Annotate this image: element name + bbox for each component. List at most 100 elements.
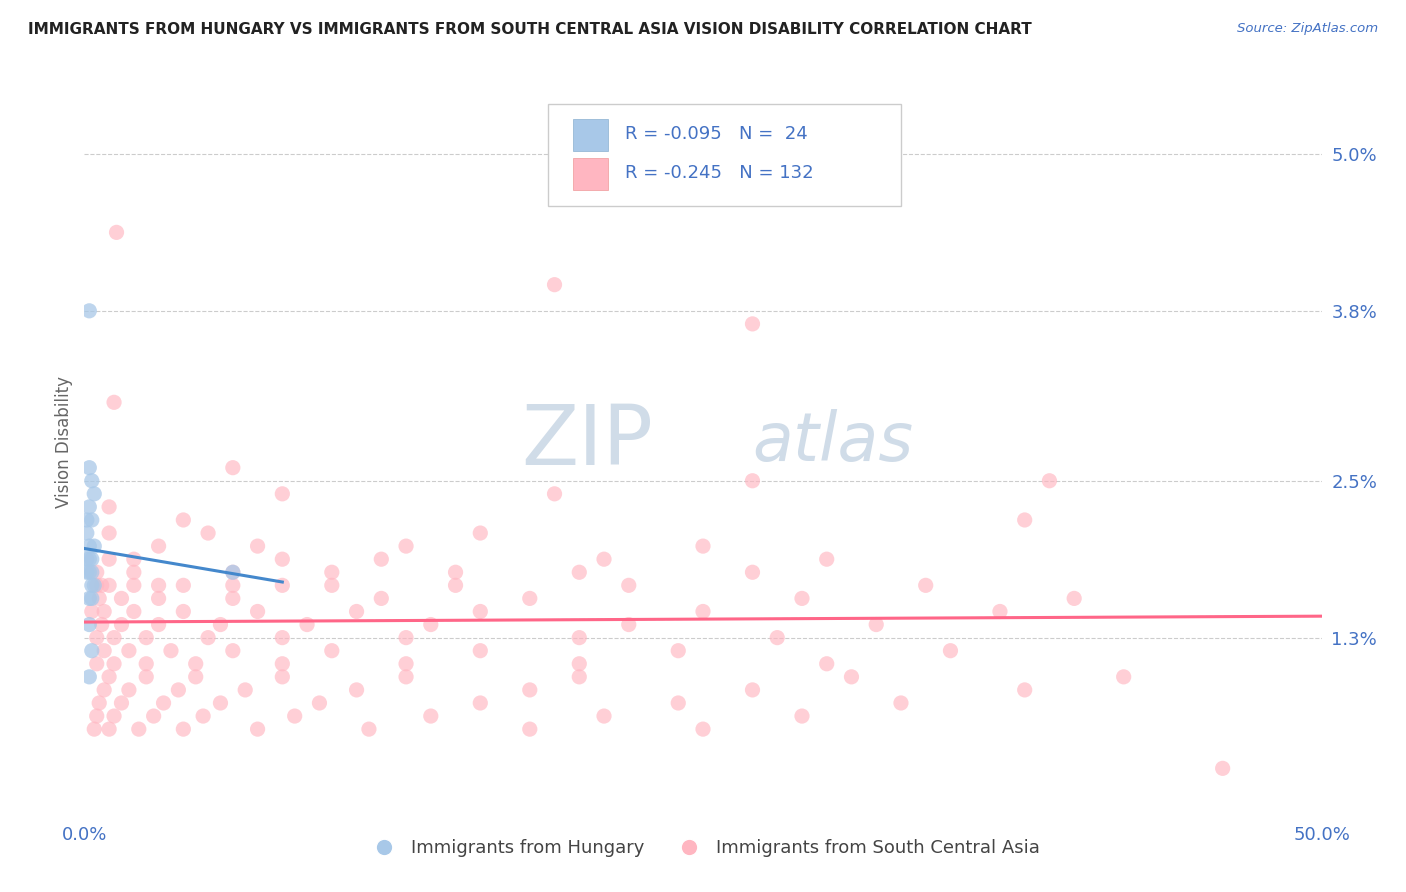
Point	[76, 566, 98, 580]
Point	[222, 566, 245, 580]
Point	[80, 591, 103, 606]
Point	[79, 670, 101, 684]
Point	[89, 696, 111, 710]
Point	[321, 643, 343, 657]
Point	[135, 631, 157, 645]
Point	[395, 539, 418, 553]
Point	[142, 709, 165, 723]
FancyBboxPatch shape	[548, 104, 901, 207]
Point	[79, 566, 101, 580]
Point	[79, 460, 101, 475]
Point	[122, 605, 145, 619]
Point	[395, 670, 418, 684]
Point	[152, 696, 174, 710]
Point	[1212, 761, 1234, 775]
Point	[83, 578, 105, 592]
Point	[80, 643, 103, 657]
Point	[80, 566, 103, 580]
Point	[568, 631, 591, 645]
Point	[103, 631, 125, 645]
Point	[172, 722, 194, 736]
Point	[79, 500, 101, 514]
Point	[222, 566, 245, 580]
Text: R = -0.245   N = 132: R = -0.245 N = 132	[626, 164, 814, 182]
Point	[790, 709, 813, 723]
Point	[222, 591, 245, 606]
Point	[815, 657, 838, 671]
Point	[284, 709, 307, 723]
Point	[419, 617, 441, 632]
Point	[890, 696, 912, 710]
Point	[135, 670, 157, 684]
Text: IMMIGRANTS FROM HUNGARY VS IMMIGRANTS FROM SOUTH CENTRAL ASIA VISION DISABILITY : IMMIGRANTS FROM HUNGARY VS IMMIGRANTS FR…	[28, 22, 1032, 37]
Point	[741, 566, 763, 580]
Point	[79, 303, 101, 318]
Point	[519, 682, 541, 697]
Point	[128, 722, 150, 736]
Point	[148, 617, 170, 632]
Point	[666, 696, 689, 710]
Point	[741, 317, 763, 331]
Point	[692, 539, 714, 553]
Point	[271, 552, 294, 566]
Point	[98, 670, 121, 684]
Point	[167, 682, 190, 697]
Point	[666, 643, 689, 657]
Point	[79, 552, 101, 566]
Point	[246, 605, 269, 619]
Point	[271, 657, 294, 671]
Point	[271, 487, 294, 501]
Point	[110, 617, 132, 632]
Point	[692, 722, 714, 736]
Point	[86, 566, 108, 580]
Point	[209, 617, 232, 632]
Point	[86, 709, 108, 723]
Text: Source: ZipAtlas.com: Source: ZipAtlas.com	[1237, 22, 1378, 36]
Point	[172, 513, 194, 527]
Bar	[574, 158, 607, 190]
Point	[543, 277, 565, 292]
Point	[135, 657, 157, 671]
Point	[98, 552, 121, 566]
Point	[470, 643, 492, 657]
Point	[197, 631, 219, 645]
Point	[110, 696, 132, 710]
Point	[1063, 591, 1085, 606]
Point	[593, 709, 616, 723]
Point	[370, 552, 392, 566]
Point	[79, 591, 101, 606]
Point	[86, 657, 108, 671]
Point	[184, 670, 207, 684]
Point	[90, 617, 112, 632]
Point	[692, 605, 714, 619]
Point	[321, 578, 343, 592]
Point	[617, 617, 640, 632]
Point	[741, 682, 763, 697]
Point	[184, 657, 207, 671]
Point	[79, 617, 101, 632]
Point	[148, 591, 170, 606]
Point	[568, 657, 591, 671]
Point	[160, 643, 183, 657]
Point	[80, 578, 103, 592]
Point	[222, 460, 245, 475]
Point	[76, 526, 98, 541]
Point	[80, 513, 103, 527]
Point	[346, 605, 368, 619]
Point	[815, 552, 838, 566]
Point	[790, 591, 813, 606]
Point	[939, 643, 962, 657]
Point	[148, 539, 170, 553]
Point	[98, 578, 121, 592]
Point	[103, 657, 125, 671]
Point	[98, 500, 121, 514]
Point	[98, 722, 121, 736]
Point	[80, 552, 103, 566]
Point	[395, 631, 418, 645]
Point	[568, 670, 591, 684]
Point	[209, 696, 232, 710]
Point	[118, 682, 141, 697]
Point	[841, 670, 863, 684]
Point	[1014, 513, 1036, 527]
Point	[122, 566, 145, 580]
